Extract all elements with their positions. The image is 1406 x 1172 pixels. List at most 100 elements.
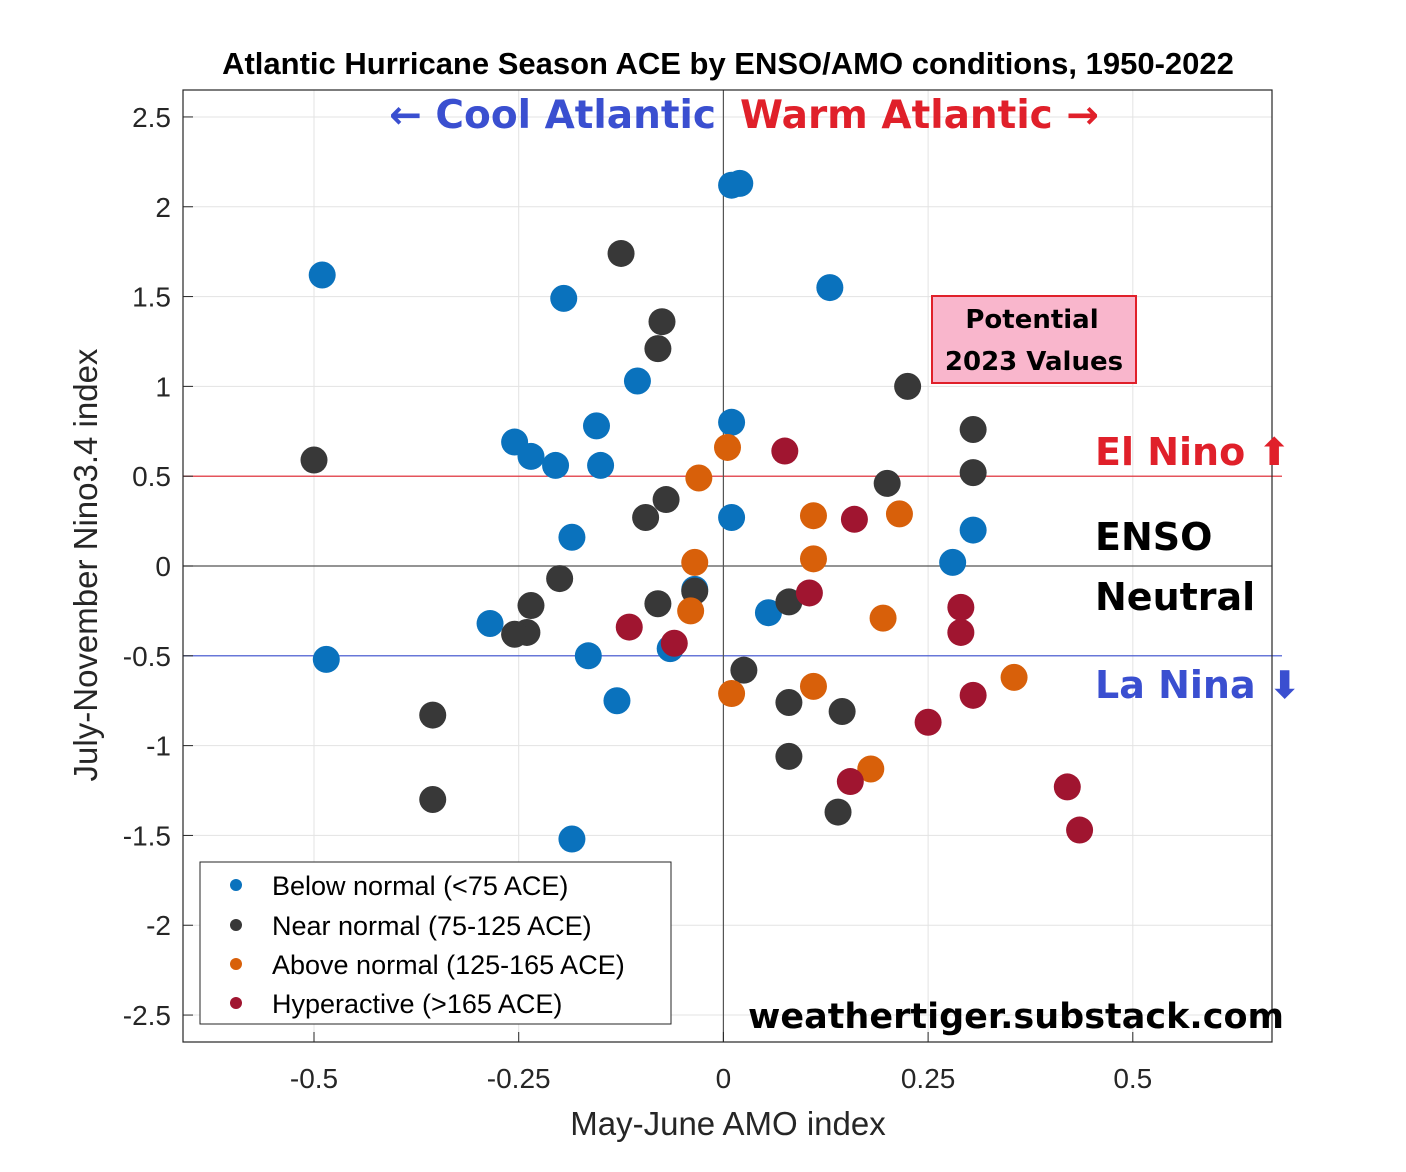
data-point — [542, 451, 570, 479]
y-axis-label: July-November Nino3.4 index — [67, 348, 104, 781]
data-point — [824, 798, 852, 826]
data-point — [718, 408, 746, 436]
data-point — [419, 701, 447, 729]
data-point — [714, 433, 741, 461]
data-point — [476, 609, 504, 637]
data-point — [419, 786, 447, 814]
x-axis-label: May-June AMO index — [570, 1105, 886, 1142]
y-axis-ticks: 2.5 2 1.5 1 0.5 0 -0.5 -1 -1.5 -2 -2.5 — [123, 102, 193, 1031]
legend-marker-near-normal — [230, 919, 242, 931]
data-point — [550, 284, 578, 312]
data-point — [869, 604, 897, 632]
legend: Below normal (<75 ACE) Near normal (75-1… — [199, 861, 672, 1025]
warm-atlantic-label: Warm Atlantic → — [740, 93, 1099, 138]
legend-label-near-normal: Near normal (75-125 ACE) — [272, 911, 592, 941]
series-0 — [308, 169, 987, 853]
data-point — [501, 620, 529, 648]
data-point — [959, 415, 987, 443]
data-point — [308, 261, 336, 289]
data-point — [644, 590, 672, 618]
potential-2023-line2: 2023 Values — [945, 347, 1123, 377]
data-point — [959, 516, 987, 544]
x-axis-ticks: -0.5 -0.25 0 0.25 0.5 — [290, 1032, 1152, 1094]
y-tick-label: 0.5 — [132, 461, 171, 492]
y-tick-label: -2 — [146, 910, 171, 941]
potential-2023-box-background — [931, 295, 1137, 384]
chart-title: Atlantic Hurricane Season ACE by ENSO/AM… — [222, 46, 1234, 81]
data-point — [726, 169, 754, 197]
data-point — [840, 505, 868, 533]
data-point — [644, 335, 672, 363]
data-point — [947, 593, 975, 621]
data-point — [558, 825, 586, 853]
el-nino-label: El Nino ⬆ — [1095, 430, 1290, 474]
x-tick-label: 0.5 — [1113, 1063, 1152, 1094]
data-point — [607, 239, 635, 267]
data-point — [652, 486, 680, 514]
data-point — [648, 308, 676, 336]
legend-marker-hyperactive — [230, 997, 242, 1009]
data-point — [775, 588, 803, 616]
data-point — [771, 437, 799, 465]
data-point — [517, 592, 545, 620]
data-point — [582, 412, 610, 440]
reference-lines — [183, 90, 1282, 1042]
data-point — [718, 504, 746, 532]
data-points — [300, 169, 1094, 853]
data-point — [816, 274, 844, 302]
series-1 — [300, 239, 987, 826]
enso-neutral-label-line1: ENSO — [1095, 515, 1212, 559]
data-point — [775, 689, 803, 717]
data-point — [1053, 773, 1081, 801]
potential-2023-box: Potential 2023 Values — [931, 295, 1137, 384]
data-point — [685, 464, 713, 492]
data-point — [836, 768, 864, 796]
legend-box — [199, 861, 672, 1025]
x-tick-label: 0 — [716, 1063, 732, 1094]
data-point — [615, 613, 643, 641]
potential-2023-line1: Potential — [965, 305, 1098, 335]
data-point — [885, 500, 913, 528]
data-point — [623, 367, 651, 395]
data-point — [947, 618, 975, 646]
data-point — [1000, 663, 1028, 691]
data-point — [799, 502, 827, 530]
data-point — [775, 742, 803, 770]
x-tick-label: 0.25 — [901, 1063, 956, 1094]
data-point — [300, 446, 328, 474]
series-2 — [677, 433, 1028, 783]
y-tick-label: -2.5 — [123, 1000, 171, 1031]
data-point — [730, 656, 758, 684]
data-point — [677, 597, 705, 625]
data-point — [828, 697, 856, 725]
data-point — [632, 504, 660, 532]
legend-marker-above-normal — [230, 958, 242, 970]
data-point — [959, 681, 987, 709]
cool-atlantic-label: ← Cool Atlantic — [389, 93, 716, 138]
y-tick-label: 1 — [155, 371, 171, 402]
data-point — [795, 579, 823, 607]
y-tick-label: 1.5 — [132, 282, 171, 313]
data-point — [873, 469, 901, 497]
data-point — [1066, 816, 1094, 844]
data-point — [894, 372, 922, 400]
data-point — [939, 548, 967, 576]
legend-label-above-normal: Above normal (125-165 ACE) — [272, 950, 625, 980]
data-point — [914, 708, 942, 736]
watermark-url: weathertiger.substack.com — [748, 997, 1284, 1037]
data-point — [517, 442, 545, 470]
enso-neutral-label-line2: Neutral — [1095, 575, 1255, 619]
data-point — [799, 672, 827, 700]
y-tick-label: 0 — [155, 551, 171, 582]
x-tick-label: -0.5 — [290, 1063, 338, 1094]
y-tick-label: 2 — [155, 192, 171, 223]
data-point — [718, 680, 746, 708]
x-tick-label: -0.25 — [487, 1063, 551, 1094]
data-point — [959, 459, 987, 487]
data-point — [312, 645, 340, 673]
data-point — [603, 687, 631, 715]
data-point — [546, 565, 574, 593]
legend-label-hyperactive: Hyperactive (>165 ACE) — [272, 989, 562, 1019]
data-point — [681, 548, 709, 576]
legend-label-below-normal: Below normal (<75 ACE) — [272, 871, 568, 901]
